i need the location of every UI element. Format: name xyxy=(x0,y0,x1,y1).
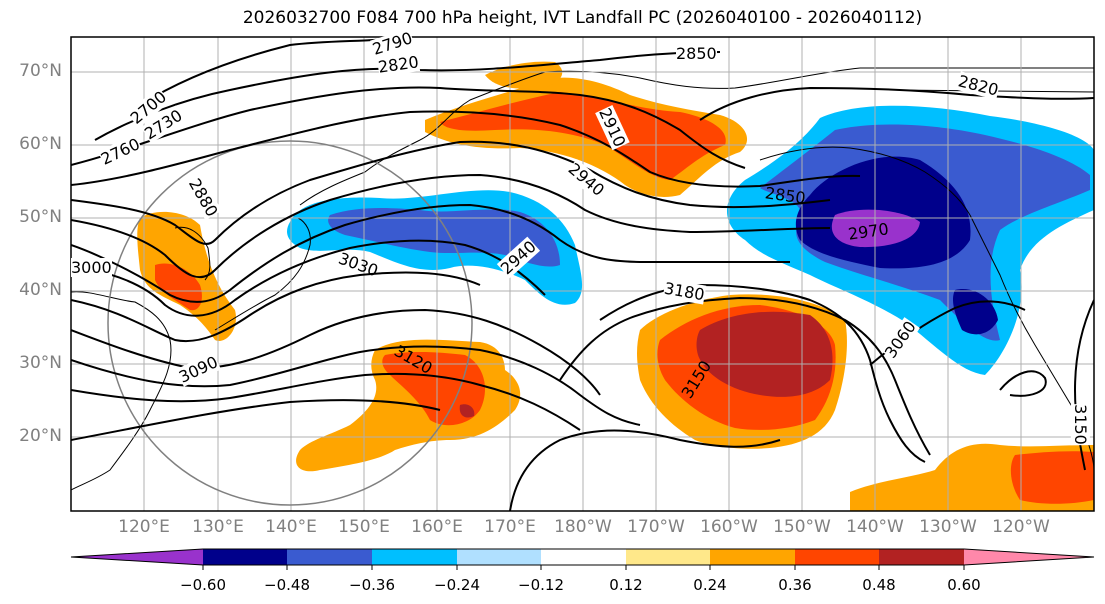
colorbar-swatch-8 xyxy=(795,549,879,565)
colorbar-tick-label: −0.48 xyxy=(264,576,310,594)
colorbar-tick-label: −0.12 xyxy=(518,576,564,594)
ivt-shading xyxy=(137,61,1094,511)
lon-label: 180°W xyxy=(554,517,612,537)
colorbar xyxy=(70,548,1095,570)
lon-label: 160°W xyxy=(700,517,758,537)
colorbar-tick-label: 0.48 xyxy=(862,576,896,594)
lat-label-50n: 50°N xyxy=(19,207,62,227)
lon-label: 130°E xyxy=(192,517,244,537)
lon-label: 150°W xyxy=(773,517,831,537)
lon-label: 120°W xyxy=(992,517,1050,537)
colorbar-swatch-0 xyxy=(71,549,203,565)
lon-label: 170°W xyxy=(627,517,685,537)
lon-label: 160°E xyxy=(411,517,463,537)
colorbar-tick-label: −0.60 xyxy=(180,576,226,594)
lat-label-20n: 20°N xyxy=(19,426,62,446)
colorbar-swatch-9 xyxy=(879,549,964,565)
height-contours xyxy=(71,37,1094,511)
ivt-negative-region-pacific-mid xyxy=(328,207,560,267)
ivt-positive-core-southeast xyxy=(1010,451,1094,504)
ivt-positive-max-east xyxy=(696,311,833,397)
map-title: 2026032700 F084 700 hPa height, IVT Land… xyxy=(242,8,923,28)
ivt-negative-region-bc-coast xyxy=(952,289,998,335)
lon-label: 120°E xyxy=(118,517,170,537)
lon-label: 150°E xyxy=(338,517,390,537)
colorbar-swatch-6 xyxy=(626,549,710,565)
contour-label: 3150 xyxy=(1070,404,1090,445)
landfall-region-circle xyxy=(107,140,473,506)
colorbar-tick-label: −0.36 xyxy=(349,576,395,594)
lon-label: 130°W xyxy=(919,517,977,537)
lon-label: 140°E xyxy=(265,517,317,537)
lon-label: 140°W xyxy=(846,517,904,537)
colorbar-tick-label: 0.12 xyxy=(609,576,643,594)
lon-label: 170°E xyxy=(484,517,536,537)
colorbar-swatch-3 xyxy=(372,549,457,565)
colorbar-swatch-1 xyxy=(203,549,287,565)
contour-label: 3000 xyxy=(71,258,112,277)
colorbar-tick-label: −0.24 xyxy=(434,576,480,594)
map-panel xyxy=(71,37,1094,511)
lat-label-60n: 60°N xyxy=(19,134,62,154)
colorbar-swatch-10 xyxy=(964,549,1094,565)
colorbar-tick-label: 0.24 xyxy=(693,576,727,594)
contour-label: 2850 xyxy=(676,44,717,63)
ivt-positive-core-subtropical xyxy=(382,351,485,426)
colorbar-swatch-5 xyxy=(541,549,626,565)
lat-label-40n: 40°N xyxy=(19,280,62,300)
colorbar-tick-label: 0.60 xyxy=(947,576,981,594)
colorbar-swatch-4 xyxy=(457,549,541,565)
colorbar-tick-label: 0.36 xyxy=(778,576,812,594)
colorbar-swatch-2 xyxy=(287,549,372,565)
ivt-negative-extreme xyxy=(831,209,920,248)
lat-label-70n: 70°N xyxy=(19,61,62,81)
ivt-positive-max-subtropical xyxy=(459,404,475,418)
graticule xyxy=(71,37,1094,511)
lat-label-30n: 30°N xyxy=(19,353,62,373)
colorbar-swatch-7 xyxy=(710,549,795,565)
